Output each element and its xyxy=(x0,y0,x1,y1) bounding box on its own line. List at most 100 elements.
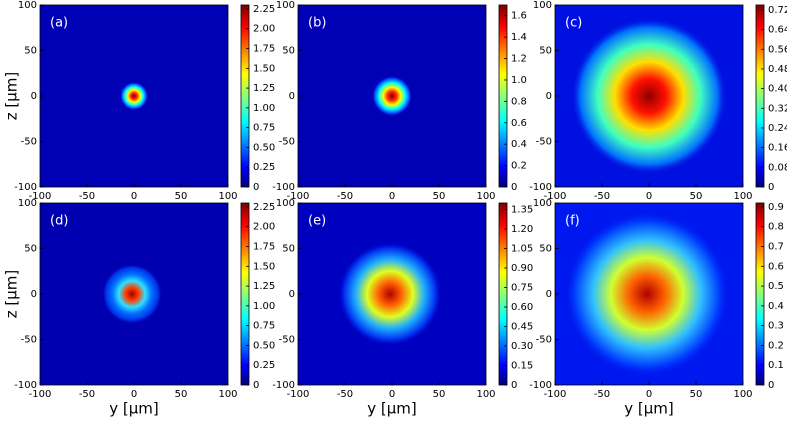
colorbar-tick-label: 2.25 xyxy=(253,202,275,213)
y-tick-label: 50 xyxy=(282,46,295,57)
colorbar-tick-label: 0 xyxy=(253,380,259,391)
colorbar xyxy=(240,202,250,386)
colorbar-tick-label: 0.50 xyxy=(253,142,275,153)
x-tick-label: -50 xyxy=(337,389,353,400)
colorbar-tick-label: 1.25 xyxy=(253,281,275,292)
colorbar-tick-label: 0.40 xyxy=(768,84,787,95)
x-tick-label: -100 xyxy=(29,389,52,400)
panel: (a) -100 -50 0 50 100 -100 -50 0 50 100 z [μm] 0 0.25… xyxy=(3,0,276,202)
y-tick-label: 50 xyxy=(539,46,552,57)
y-tick-label: 0 xyxy=(289,289,295,300)
colorbar-tick-label: 1.75 xyxy=(253,44,275,55)
colorbar-tick-label: 1.50 xyxy=(253,261,275,272)
colorbar xyxy=(240,4,250,188)
panel: (d) -100 -50 0 50 100 -100 -50 0 50 100 y [μm] z [μm… xyxy=(3,198,276,418)
y-tick-label: 100 xyxy=(533,0,552,11)
x-axis-label: y [μm] xyxy=(624,400,674,418)
colorbar-tick-label: 0.50 xyxy=(253,340,275,351)
y-tick-label: 50 xyxy=(539,244,552,255)
intensity-spot xyxy=(120,82,148,110)
colorbar-tick-label: 0.75 xyxy=(253,321,275,332)
y-tick-label: 0 xyxy=(31,289,37,300)
colorbar-tick-label: 0.32 xyxy=(768,103,787,114)
colorbar-tick-label: 1.00 xyxy=(253,301,275,312)
colorbar-tick-label: 0.48 xyxy=(768,64,787,75)
colorbar-tick-label: 2.00 xyxy=(253,222,275,233)
colorbar-tick-label: 1.25 xyxy=(253,83,275,94)
x-tick-label: -100 xyxy=(287,191,310,202)
x-tick-label: -50 xyxy=(337,191,353,202)
y-tick-label: 0 xyxy=(31,91,37,102)
x-tick-label: 100 xyxy=(733,191,752,202)
x-tick-label: 0 xyxy=(389,191,395,202)
colorbar-tick-label: 0 xyxy=(511,182,517,193)
colorbar-tick-label: 1.0 xyxy=(511,75,527,86)
colorbar-tick-label: 0.4 xyxy=(768,301,784,312)
colorbar-tick-label: 0.75 xyxy=(511,283,533,294)
colorbar-tick-label: 0 xyxy=(511,380,517,391)
y-tick-label: -50 xyxy=(21,137,37,148)
colorbar-tick-label: 0.5 xyxy=(768,281,784,292)
colorbar-tick-label: 0.24 xyxy=(768,123,787,134)
colorbar-tick-label: 0.64 xyxy=(768,25,787,36)
colorbar-tick-label: 0.16 xyxy=(768,143,787,154)
x-tick-label: 50 xyxy=(690,389,703,400)
colorbar-tick-label: 0.75 xyxy=(253,123,275,134)
y-tick-label: -50 xyxy=(279,137,295,148)
colorbar-tick-label: 0.08 xyxy=(768,162,787,173)
x-tick-label: 100 xyxy=(476,389,495,400)
y-tick-label: 100 xyxy=(18,0,37,11)
x-tick-label: -50 xyxy=(79,191,95,202)
colorbar-tick-label: 0.6 xyxy=(511,118,527,129)
x-axis-label: y [μm] xyxy=(109,400,159,418)
x-tick-label: 100 xyxy=(218,191,237,202)
colorbar xyxy=(498,4,508,188)
colorbar-tick-label: 0.9 xyxy=(768,202,784,213)
x-tick-label: 100 xyxy=(733,389,752,400)
colorbar-tick-label: 0.15 xyxy=(511,361,533,372)
colorbar-tick-label: 0.7 xyxy=(768,242,784,253)
colorbar-tick-label: 1.75 xyxy=(253,242,275,253)
panel-label: (a) xyxy=(50,16,68,31)
y-tick-label: -100 xyxy=(14,182,37,193)
x-tick-label: -100 xyxy=(544,191,567,202)
y-tick-label: -50 xyxy=(21,335,37,346)
x-tick-label: -50 xyxy=(594,191,610,202)
colorbar-tick-label: 0.8 xyxy=(768,222,784,233)
colorbar-tick-label: 0.2 xyxy=(768,340,784,351)
y-tick-label: -50 xyxy=(536,335,552,346)
colorbar-tick-label: 0.60 xyxy=(511,302,533,313)
colorbar-tick-label: 0 xyxy=(253,182,259,193)
colorbar-tick-label: 1.6 xyxy=(511,11,527,22)
y-tick-label: -100 xyxy=(14,380,37,391)
x-tick-label: 50 xyxy=(690,191,703,202)
colorbar-tick-label: 1.20 xyxy=(511,224,533,235)
colorbar-tick-label: 0.25 xyxy=(253,360,275,371)
colorbar-tick-label: 1.2 xyxy=(511,54,527,65)
colorbar-tick-label: 1.50 xyxy=(253,63,275,74)
x-tick-label: 50 xyxy=(433,191,446,202)
x-tick-label: 0 xyxy=(131,389,137,400)
y-tick-label: 100 xyxy=(276,198,295,209)
y-tick-label: 50 xyxy=(282,244,295,255)
y-tick-label: -50 xyxy=(279,335,295,346)
panel: (c) -100 -50 0 50 100 -100 -50 0 50 100 0 0.08 0.16 0.… xyxy=(529,0,787,202)
intensity-spot xyxy=(565,212,729,376)
colorbar-tick-label: 0.2 xyxy=(511,161,527,172)
colorbar-tick-label: 0.90 xyxy=(511,263,533,274)
x-tick-label: 0 xyxy=(646,389,652,400)
panel-label: (c) xyxy=(565,16,582,31)
y-tick-label: 0 xyxy=(289,91,295,102)
x-tick-label: 0 xyxy=(389,389,395,400)
panel: (b) -100 -50 0 50 100 -100 -50 0 50 100 0 0.2 0.4 0.6 0… xyxy=(272,0,527,202)
y-tick-label: -100 xyxy=(529,380,552,391)
x-tick-label: 0 xyxy=(131,191,137,202)
y-tick-label: -100 xyxy=(272,182,295,193)
intensity-spot xyxy=(372,76,412,116)
colorbar-tick-label: 2.25 xyxy=(253,4,275,15)
colorbar-tick-label: 0.4 xyxy=(511,139,527,150)
colorbar-tick-label: 0.25 xyxy=(253,162,275,173)
x-tick-label: 50 xyxy=(433,389,446,400)
y-axis-label: z [μm] xyxy=(3,270,21,319)
y-tick-label: 100 xyxy=(533,198,552,209)
